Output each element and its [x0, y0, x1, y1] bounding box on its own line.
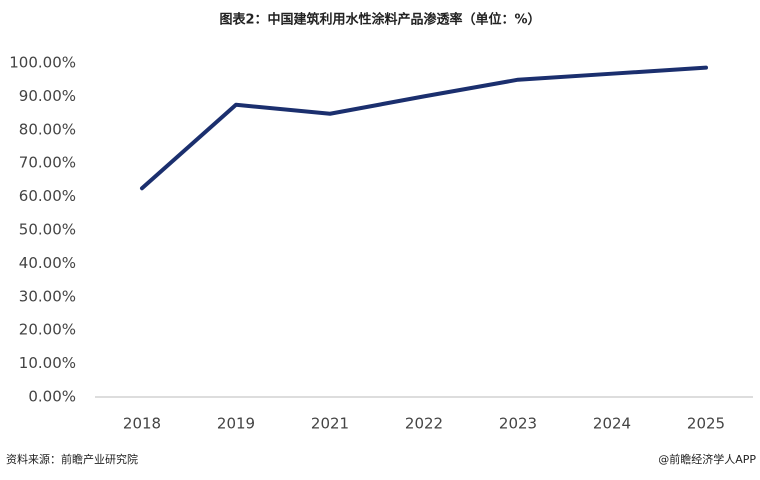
y-tick-label: 20.00%	[19, 321, 76, 339]
chart-title: 图表2：中国建筑利用水性涂料产品渗透率（单位：%）	[219, 12, 540, 28]
x-tick-label: 2019	[217, 415, 255, 433]
x-tick-label: 2018	[123, 415, 161, 433]
x-tick-label: 2024	[593, 415, 631, 433]
source-note: 资料来源：前瞻产业研究院	[6, 452, 138, 466]
credit-note: @前瞻经济学人APP	[658, 452, 756, 466]
y-tick-label: 90.00%	[19, 87, 76, 105]
y-tick-label: 0.00%	[28, 388, 76, 406]
y-tick-label: 80.00%	[19, 120, 76, 138]
x-tick-label: 2025	[687, 415, 725, 433]
y-tick-label: 40.00%	[19, 254, 76, 272]
x-tick-label: 2021	[311, 415, 349, 433]
y-tick-label: 70.00%	[19, 154, 76, 172]
y-tick-label: 30.00%	[19, 287, 76, 305]
x-tick-label: 2022	[405, 415, 443, 433]
y-tick-label: 50.00%	[19, 221, 76, 239]
x-tick-label: 2023	[499, 415, 537, 433]
data-line	[140, 65, 708, 191]
y-tick-label: 60.00%	[19, 187, 76, 205]
y-tick-label: 100.00%	[9, 54, 76, 72]
y-tick-label: 10.00%	[19, 354, 76, 372]
